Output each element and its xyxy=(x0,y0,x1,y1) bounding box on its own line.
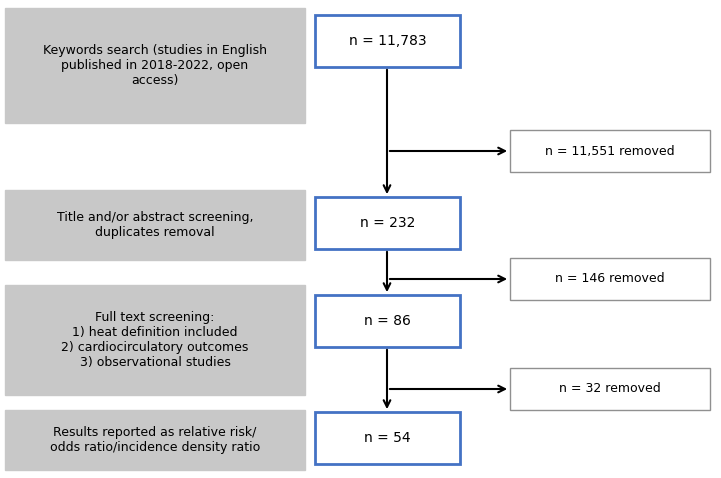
Text: n = 54: n = 54 xyxy=(364,431,411,445)
Text: n = 146 removed: n = 146 removed xyxy=(555,272,665,285)
FancyBboxPatch shape xyxy=(5,190,305,260)
FancyBboxPatch shape xyxy=(510,258,710,300)
Text: n = 32 removed: n = 32 removed xyxy=(559,382,661,395)
FancyBboxPatch shape xyxy=(510,368,710,410)
FancyBboxPatch shape xyxy=(315,15,460,67)
Text: n = 232: n = 232 xyxy=(360,216,415,230)
FancyBboxPatch shape xyxy=(315,197,460,249)
Text: Keywords search (studies in English
published in 2018-2022, open
access): Keywords search (studies in English publ… xyxy=(43,44,267,87)
FancyBboxPatch shape xyxy=(315,412,460,464)
FancyBboxPatch shape xyxy=(315,295,460,347)
FancyBboxPatch shape xyxy=(5,8,305,123)
Text: Title and/or abstract screening,
duplicates removal: Title and/or abstract screening, duplica… xyxy=(57,211,253,239)
Text: Results reported as relative risk/
odds ratio/incidence density ratio: Results reported as relative risk/ odds … xyxy=(50,426,260,454)
FancyBboxPatch shape xyxy=(5,285,305,395)
Text: n = 11,783: n = 11,783 xyxy=(349,34,426,48)
Text: Full text screening:
1) heat definition included
2) cardiocirculatory outcomes
3: Full text screening: 1) heat definition … xyxy=(61,311,249,369)
FancyBboxPatch shape xyxy=(510,130,710,172)
FancyBboxPatch shape xyxy=(5,410,305,470)
Text: n = 86: n = 86 xyxy=(364,314,411,328)
Text: n = 11,551 removed: n = 11,551 removed xyxy=(545,144,675,157)
